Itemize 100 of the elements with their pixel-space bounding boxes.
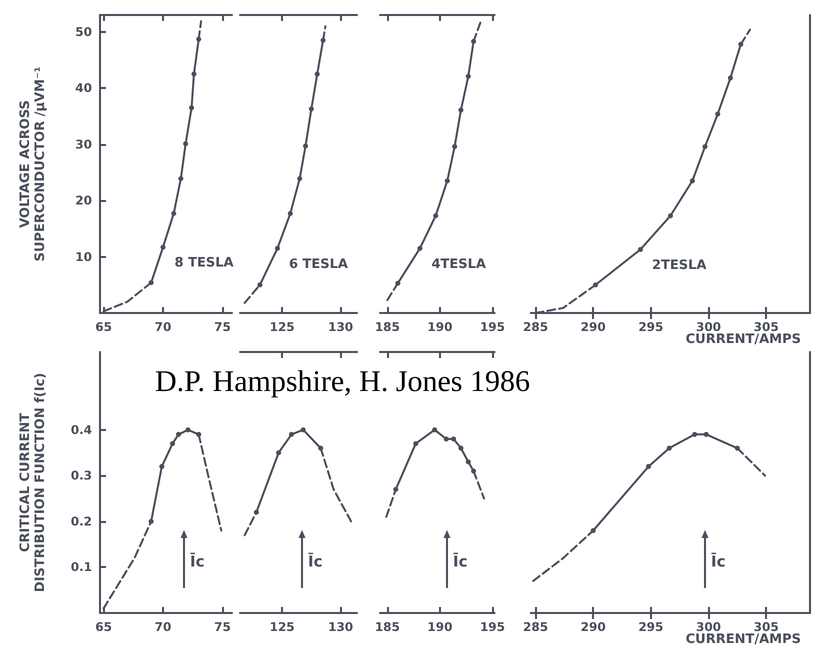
y-tick-label: 0.4 bbox=[70, 422, 92, 437]
x-tick-label: 130 bbox=[328, 620, 354, 634]
y-tick-label: 30 bbox=[75, 137, 92, 152]
series-label: 8 TESLA bbox=[174, 256, 234, 271]
point bbox=[734, 446, 740, 451]
series-label: 4TESLA bbox=[431, 256, 486, 272]
point bbox=[196, 432, 202, 437]
y-tick-label: 0.3 bbox=[70, 468, 92, 483]
point bbox=[471, 468, 476, 474]
series-label: 6 TESLA bbox=[288, 256, 348, 272]
point bbox=[728, 75, 733, 80]
point bbox=[178, 176, 184, 182]
x-tick-label: 185 bbox=[374, 620, 400, 634]
x-tick-label: 295 bbox=[638, 620, 664, 634]
annotation: D.P. Hampshire, H. Jones 1986 bbox=[155, 365, 530, 399]
point bbox=[451, 436, 456, 442]
point bbox=[320, 38, 326, 43]
x-tick-label: 65 bbox=[95, 320, 112, 334]
x-tick-label: 285 bbox=[522, 320, 548, 334]
y-axis-title: VOLTAGE ACROSS SUPERCONDUCTOR /μVM⁻¹ bbox=[18, 66, 48, 262]
x-tick-label: 195 bbox=[480, 320, 506, 334]
point bbox=[300, 427, 306, 432]
x-tick-label: 125 bbox=[270, 620, 295, 634]
annotation: Īc bbox=[190, 552, 204, 570]
point bbox=[196, 36, 202, 42]
point bbox=[452, 144, 458, 150]
y-tick-label: 40 bbox=[75, 81, 92, 96]
x-tick-label: 290 bbox=[580, 620, 606, 634]
point bbox=[314, 72, 320, 77]
point bbox=[191, 72, 196, 77]
point bbox=[638, 246, 643, 252]
point bbox=[176, 432, 181, 437]
point bbox=[186, 427, 190, 432]
point bbox=[432, 427, 438, 432]
point bbox=[171, 210, 176, 216]
x-tick-label: 65 bbox=[95, 620, 112, 634]
point bbox=[148, 280, 154, 286]
y-tick-label: 50 bbox=[75, 24, 92, 39]
point bbox=[189, 105, 194, 110]
point bbox=[288, 210, 293, 216]
point bbox=[466, 459, 471, 464]
x-tick-label: 130 bbox=[328, 320, 354, 334]
point bbox=[458, 108, 464, 113]
point bbox=[303, 144, 308, 149]
point bbox=[458, 446, 464, 451]
point bbox=[254, 510, 259, 515]
point bbox=[704, 432, 709, 437]
x-tick-label: 290 bbox=[580, 320, 606, 334]
point bbox=[702, 144, 708, 150]
x-tick-label: 300 bbox=[696, 620, 722, 634]
point bbox=[160, 244, 166, 250]
x-tick-label: 75 bbox=[214, 320, 231, 334]
point bbox=[646, 464, 652, 469]
point bbox=[183, 141, 188, 146]
point bbox=[666, 446, 672, 451]
x-tick-label: 125 bbox=[270, 320, 295, 334]
x-axis-title: CURRENT/AMPS bbox=[686, 332, 801, 347]
point bbox=[444, 436, 449, 442]
point bbox=[413, 441, 418, 446]
point bbox=[257, 282, 262, 288]
x-tick-label: 295 bbox=[638, 320, 664, 334]
point bbox=[444, 178, 450, 184]
y-tick-label: 0.2 bbox=[70, 514, 92, 528]
point bbox=[148, 518, 154, 524]
point bbox=[276, 450, 282, 456]
series-label: 2TESLA bbox=[652, 258, 706, 273]
x-tick-label: 70 bbox=[154, 320, 172, 334]
point bbox=[593, 282, 598, 288]
point bbox=[274, 246, 280, 251]
point bbox=[159, 464, 164, 469]
point bbox=[738, 42, 744, 47]
x-tick-label: 75 bbox=[214, 620, 231, 634]
annotation: Īc bbox=[308, 552, 322, 570]
x-tick-label: 305 bbox=[754, 320, 779, 334]
point bbox=[471, 38, 476, 44]
x-tick-label: 285 bbox=[522, 620, 548, 634]
x-tick-label: 190 bbox=[427, 620, 452, 634]
x-tick-label: 195 bbox=[480, 620, 506, 634]
point bbox=[692, 432, 698, 437]
point bbox=[318, 446, 324, 451]
point bbox=[668, 213, 673, 218]
point bbox=[433, 213, 438, 218]
point bbox=[395, 280, 400, 286]
point bbox=[170, 441, 176, 446]
x-axis-title: CURRENT/AMPS bbox=[686, 632, 801, 647]
point bbox=[417, 246, 422, 251]
y-tick-label: 20 bbox=[75, 194, 92, 208]
x-tick-label: 190 bbox=[427, 320, 452, 334]
x-tick-label: 70 bbox=[154, 620, 172, 634]
point bbox=[690, 178, 695, 184]
point bbox=[715, 111, 720, 116]
point bbox=[590, 528, 596, 534]
x-tick-label: 305 bbox=[754, 620, 779, 634]
y-axis-title: CRITICAL CURRENT DISTRIBUTION FUNCTION f(Ic) bbox=[18, 372, 48, 592]
annotation: Īc bbox=[453, 552, 468, 570]
point bbox=[297, 176, 302, 182]
point bbox=[288, 432, 294, 437]
x-tick-label: 185 bbox=[374, 320, 400, 334]
point bbox=[308, 106, 314, 112]
y-tick-label: 10 bbox=[75, 250, 92, 264]
